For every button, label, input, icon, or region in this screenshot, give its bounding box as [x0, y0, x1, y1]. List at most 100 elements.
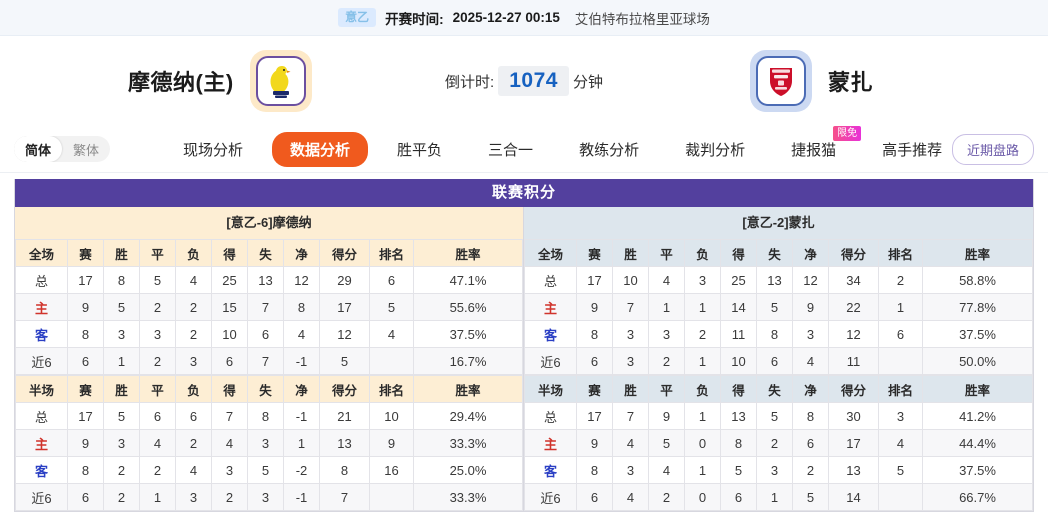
cell-num: 0 [684, 483, 721, 511]
col-winrate: 胜率 [413, 375, 523, 403]
cell-pts: 12 [828, 320, 879, 348]
col-loss: 负 [175, 375, 212, 403]
cell-num: 17 [576, 402, 613, 430]
cell-num: 1 [283, 429, 320, 457]
cell-num: 15 [211, 293, 248, 321]
lang-traditional-option[interactable]: 繁体 [73, 142, 100, 158]
cell-num: 3 [612, 456, 649, 484]
tab-jiebaomao[interactable]: 捷报猫 限免 [768, 125, 862, 160]
tab-referee-analysis[interactable]: 裁判分析 [685, 141, 746, 159]
row-scope-label: 总 [524, 266, 577, 294]
col-loss: 负 [684, 375, 721, 403]
cell-pts: 34 [828, 266, 879, 294]
cell-num: 4 [283, 320, 320, 348]
row-scope-label: 主 [524, 429, 577, 457]
tab-coach-analysis[interactable]: 教练分析 [579, 141, 640, 159]
col-gf: 得 [211, 375, 248, 403]
cell-num: 8 [67, 456, 104, 484]
cell-num: 2 [648, 483, 685, 511]
cell-num: 2 [756, 429, 793, 457]
cell-rate: 33.3% [413, 429, 523, 457]
col-winrate: 胜率 [922, 375, 1033, 403]
monza-shield-icon [770, 68, 792, 96]
cell-rate: 58.8% [922, 266, 1033, 294]
row-scope-label: 近6 [15, 347, 68, 375]
cell-rank: 16 [369, 456, 414, 484]
language-toggle[interactable]: 简体 繁体 [14, 136, 111, 162]
cell-num: 1 [684, 456, 721, 484]
col-played: 赛 [576, 239, 613, 267]
cell-num: 25 [720, 266, 757, 294]
away-team-name: 蒙扎 [828, 70, 874, 95]
table-row: 主 9 5 2 2 15 7 8 17 5 55.6% [15, 293, 523, 321]
countdown-block: 倒计时: 1074 分钟 [0, 66, 1048, 96]
home-team-name: 摩德纳(主) [128, 70, 234, 95]
col-scope: 全场 [524, 239, 577, 267]
cell-num: 17 [67, 402, 104, 430]
lang-simplified-option[interactable]: 简体 [14, 136, 63, 162]
col-rank: 排名 [369, 375, 414, 403]
cell-pts: 13 [319, 429, 370, 457]
cell-num: 7 [247, 293, 284, 321]
cell-rank: 5 [878, 456, 923, 484]
cell-num: 9 [67, 293, 104, 321]
col-win: 胜 [103, 375, 140, 403]
home-team-block[interactable]: 摩德纳(主) [128, 50, 312, 112]
cell-num: 4 [139, 429, 176, 457]
cell-num: 3 [684, 266, 721, 294]
tab-win-draw-loss[interactable]: 胜平负 [397, 141, 443, 159]
tab-expert-picks[interactable]: 高手推荐 [882, 141, 943, 159]
cell-num: 10 [612, 266, 649, 294]
cell-num: 5 [139, 266, 176, 294]
cell-num: 2 [648, 347, 685, 375]
league-badge: 意乙 [338, 8, 377, 27]
home-full-table: 全场 赛 胜 平 负 得 失 净 得分 排名 胜率 总 17 8 5 4 25 13 12 29… [15, 239, 523, 375]
table-row: 主 9 7 1 1 14 5 9 22 1 77.8% [524, 293, 1033, 321]
tab-live-analysis[interactable]: 现场分析 [183, 141, 244, 159]
col-gd: 净 [283, 375, 320, 403]
home-logo-inner [255, 56, 306, 106]
tab-data-analysis[interactable]: 数据分析 [272, 131, 369, 167]
cell-num: 1 [756, 483, 793, 511]
cell-num: 4 [648, 266, 685, 294]
recent-odds-button[interactable]: 近期盘路 [951, 133, 1034, 165]
col-loss: 负 [684, 239, 721, 267]
cell-num: 6 [576, 483, 613, 511]
tab-three-in-one[interactable]: 三合一 [488, 141, 534, 159]
table-row: 总 17 10 4 3 25 13 12 34 2 58.8% [524, 266, 1033, 294]
countdown-value: 1074 [498, 66, 569, 96]
cell-rank: 5 [369, 293, 414, 321]
cell-num: 5 [648, 429, 685, 457]
col-winrate: 胜率 [922, 239, 1033, 267]
table-row: 总 17 7 9 1 13 5 8 30 3 41.2% [524, 402, 1033, 430]
cell-num: 4 [648, 456, 685, 484]
cell-pts: 5 [319, 347, 370, 375]
col-scope: 半场 [524, 375, 577, 403]
cell-num: 4 [612, 483, 649, 511]
away-team-block[interactable]: 蒙扎 [750, 50, 873, 112]
cell-num: 17 [576, 266, 613, 294]
analysis-nav-bar: 简体 繁体 现场分析 数据分析 胜平负 三合一 教练分析 裁判分析 捷报猫 限免… [0, 125, 1048, 173]
row-scope-label: 客 [15, 320, 68, 348]
cell-num: 25 [211, 266, 248, 294]
col-win: 胜 [103, 239, 140, 267]
cell-num: 3 [792, 320, 829, 348]
table-row: 主 9 3 4 2 4 3 1 13 9 33.3% [15, 429, 523, 457]
cell-num: 2 [792, 456, 829, 484]
row-scope-label: 主 [15, 429, 68, 457]
cell-num: 6 [139, 402, 176, 430]
canary-bird-icon [270, 66, 291, 98]
cell-num: 3 [103, 429, 140, 457]
cell-num: 9 [67, 429, 104, 457]
cell-num: 12 [283, 266, 320, 294]
cell-num: 5 [756, 293, 793, 321]
cell-num: 6 [756, 347, 793, 375]
cell-num: 6 [720, 483, 757, 511]
cell-num: -1 [283, 347, 320, 375]
kickoff-label: 开赛时间: [385, 11, 444, 27]
cell-pts: 14 [828, 483, 879, 511]
row-scope-label: 近6 [15, 483, 68, 511]
away-half-table: 半场 赛 胜 平 负 得 失 净 得分 排名 胜率 总 17 7 9 1 13 5 8 30 3 4… [524, 375, 1033, 511]
teams-header: 倒计时: 1074 分钟 摩德纳(主) [0, 36, 1048, 126]
row-scope-label: 总 [15, 266, 68, 294]
